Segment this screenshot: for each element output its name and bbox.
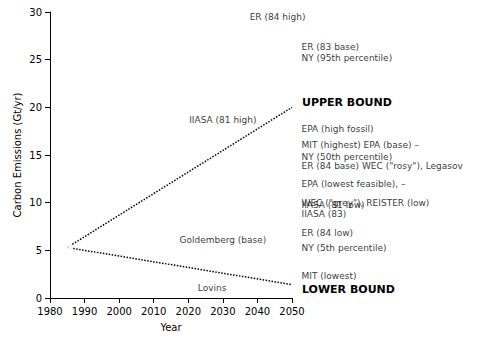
svg-text:Year: Year — [159, 322, 182, 333]
svg-text:1990: 1990 — [72, 306, 97, 317]
svg-text:NY (5th percentile): NY (5th percentile) — [302, 243, 387, 253]
svg-text:ER (84 high): ER (84 high) — [250, 12, 306, 22]
svg-text:2000: 2000 — [106, 306, 131, 317]
svg-text:EPA (lowest feasible), –: EPA (lowest feasible), – — [302, 179, 406, 189]
svg-text:IIASA (81 low): IIASA (81 low) — [302, 200, 365, 210]
svg-text:UPPER BOUND: UPPER BOUND — [302, 96, 392, 109]
svg-text:2020: 2020 — [176, 306, 201, 317]
svg-text:2040: 2040 — [245, 306, 270, 317]
svg-text:1980: 1980 — [37, 306, 62, 317]
svg-text:IIASA (83): IIASA (83) — [302, 209, 347, 219]
svg-text:5: 5 — [36, 245, 42, 256]
svg-text:2050: 2050 — [279, 306, 304, 317]
svg-text:Carbon Emissions (Gt/yr): Carbon Emissions (Gt/yr) — [12, 92, 23, 217]
svg-text:EPA (high fossil): EPA (high fossil) — [302, 124, 374, 134]
svg-text:NY (95th percentile): NY (95th percentile) — [302, 53, 393, 63]
svg-text:Goldemberg (base): Goldemberg (base) — [179, 235, 266, 245]
svg-text:MIT (lowest): MIT (lowest) — [302, 271, 357, 281]
svg-text:ER (84 base) WEC ("rosy"), Leg: ER (84 base) WEC ("rosy"), Legasov — [302, 161, 464, 171]
svg-text:10: 10 — [29, 197, 42, 208]
svg-text:ER (83 base): ER (83 base) — [302, 42, 360, 52]
svg-text:ER (84 low): ER (84 low) — [302, 228, 354, 238]
svg-text:20: 20 — [29, 102, 42, 113]
svg-text:LOWER BOUND: LOWER BOUND — [302, 283, 395, 296]
svg-text:2030: 2030 — [210, 306, 235, 317]
svg-text:NY (50th percentile): NY (50th percentile) — [302, 152, 393, 162]
svg-text:30: 30 — [29, 7, 42, 18]
svg-text:0: 0 — [36, 293, 42, 304]
svg-text:25: 25 — [29, 54, 42, 65]
svg-text:WEC ("grey"), REISTER (low): WEC ("grey"), REISTER (low) — [301, 197, 430, 208]
svg-text:Lovins: Lovins — [198, 283, 227, 293]
svg-text:2010: 2010 — [141, 306, 166, 317]
svg-text:15: 15 — [29, 150, 42, 161]
svg-text:IIASA (81 high): IIASA (81 high) — [189, 115, 256, 125]
svg-text:MIT (highest) EPA (base) –: MIT (highest) EPA (base) – — [302, 140, 420, 150]
